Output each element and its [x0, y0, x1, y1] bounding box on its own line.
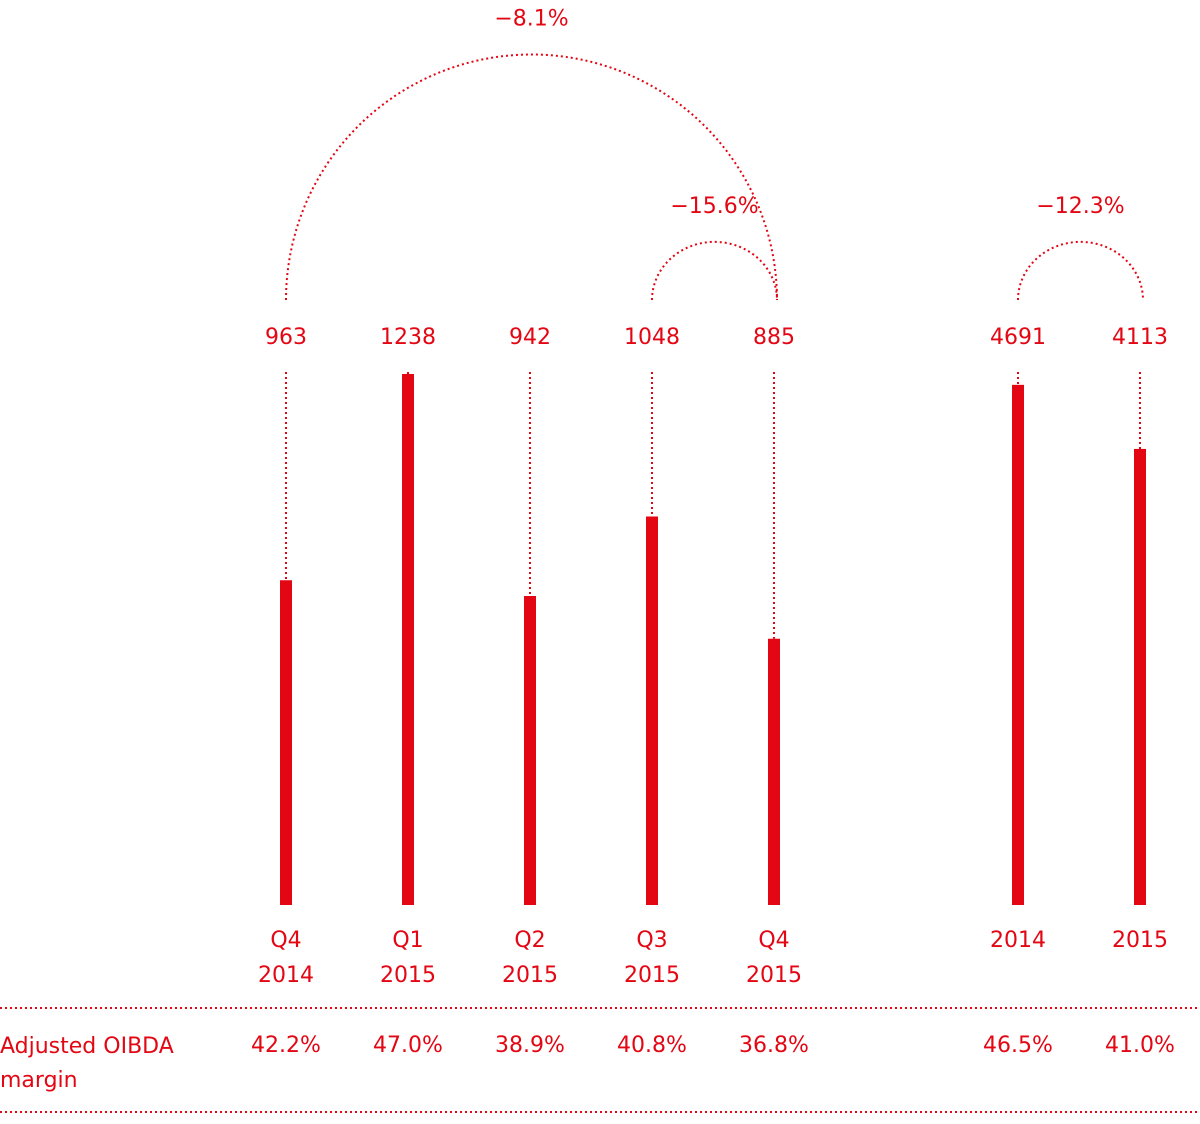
value-label: 963: [265, 325, 307, 350]
x-tick-label: 2014: [990, 928, 1046, 953]
change-label: −8.1%: [494, 7, 568, 32]
x-tick-label: Q2 2015: [502, 928, 558, 988]
change-arc: [651, 240, 778, 301]
bar: [402, 374, 414, 905]
x-tick-label: Q4 2015: [746, 928, 802, 988]
value-label: 942: [509, 325, 551, 350]
change-label: −12.3%: [1036, 194, 1124, 219]
bar: [1012, 384, 1024, 906]
bar: [524, 596, 536, 905]
change-arc: [285, 53, 778, 301]
value-label: 4113: [1112, 325, 1168, 350]
margin-label: 40.8%: [617, 1033, 687, 1058]
change-label: −15.6%: [670, 194, 758, 219]
bar: [646, 516, 658, 905]
margin-label: 42.2%: [251, 1033, 321, 1058]
value-label: 1238: [380, 325, 436, 350]
change-arc: [1017, 240, 1144, 301]
x-tick-label: Q3 2015: [624, 928, 680, 988]
margin-label: 47.0%: [373, 1033, 443, 1058]
margin-label: 38.9%: [495, 1033, 565, 1058]
x-tick-label: Q4 2014: [258, 928, 314, 988]
x-tick-label: Q1 2015: [380, 928, 436, 988]
margin-label: 41.0%: [1105, 1033, 1175, 1058]
bar: [1134, 448, 1146, 905]
margin-label: 36.8%: [739, 1033, 809, 1058]
bar: [280, 580, 292, 905]
value-label: 1048: [624, 325, 680, 350]
value-label: 4691: [990, 325, 1046, 350]
value-label: 885: [753, 325, 795, 350]
margin-label: 46.5%: [983, 1033, 1053, 1058]
row-label: Adjusted OIBDA margin: [0, 1034, 174, 1093]
bar: [768, 638, 780, 905]
x-tick-label: 2015: [1112, 928, 1168, 953]
